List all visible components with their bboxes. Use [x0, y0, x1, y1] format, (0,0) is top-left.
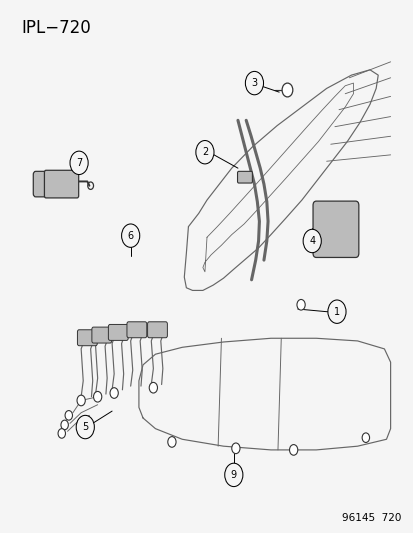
FancyBboxPatch shape — [312, 201, 358, 257]
Circle shape — [302, 229, 320, 253]
Text: 96145  720: 96145 720 — [341, 513, 400, 523]
Circle shape — [281, 83, 292, 97]
FancyBboxPatch shape — [92, 327, 112, 343]
Text: 6: 6 — [127, 231, 133, 241]
Circle shape — [195, 141, 214, 164]
Circle shape — [93, 391, 102, 402]
Circle shape — [224, 463, 242, 487]
Text: 4: 4 — [309, 236, 315, 246]
Text: 2: 2 — [201, 147, 208, 157]
Circle shape — [167, 437, 176, 447]
Circle shape — [58, 429, 65, 438]
Text: 9: 9 — [230, 470, 236, 480]
Text: 7: 7 — [76, 158, 82, 168]
Circle shape — [70, 151, 88, 174]
Circle shape — [245, 71, 263, 95]
FancyBboxPatch shape — [44, 170, 78, 198]
Circle shape — [361, 433, 369, 442]
Circle shape — [231, 443, 240, 454]
FancyBboxPatch shape — [147, 322, 167, 338]
Text: 1: 1 — [333, 306, 339, 317]
Circle shape — [289, 445, 297, 455]
FancyBboxPatch shape — [33, 171, 50, 197]
FancyBboxPatch shape — [237, 171, 252, 183]
Circle shape — [121, 224, 140, 247]
Circle shape — [76, 415, 94, 439]
Text: 3: 3 — [251, 78, 257, 88]
Circle shape — [149, 382, 157, 393]
FancyBboxPatch shape — [127, 322, 146, 338]
Circle shape — [65, 410, 72, 420]
Circle shape — [110, 387, 118, 398]
Text: 5: 5 — [82, 422, 88, 432]
Circle shape — [296, 300, 304, 310]
Text: IPL−720: IPL−720 — [21, 19, 91, 37]
FancyBboxPatch shape — [77, 330, 97, 346]
Circle shape — [61, 420, 68, 430]
Circle shape — [77, 395, 85, 406]
FancyBboxPatch shape — [108, 325, 128, 341]
Circle shape — [327, 300, 345, 324]
